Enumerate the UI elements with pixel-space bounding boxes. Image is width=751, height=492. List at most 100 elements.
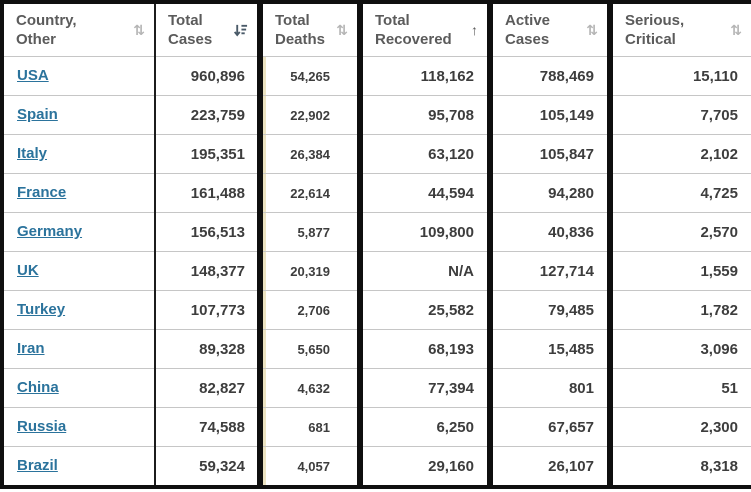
table-row: USA 960,896 54,265 118,162 788,469 15,11… (2, 56, 751, 96)
total-deaths-cell: 22,902 (257, 95, 360, 135)
active-cases-cell: 26,107 (487, 446, 610, 488)
total-cases-cell: 89,328 (154, 329, 260, 369)
column-label: Serious, Critical (625, 12, 685, 48)
table-row: China 82,827 4,632 77,394 801 51 (2, 368, 751, 408)
country-cell: Iran (2, 329, 155, 369)
sort-both-icon: ⇅ (586, 22, 598, 38)
table-row: Germany 156,513 5,877 109,800 40,836 2,5… (2, 212, 751, 252)
active-cases-cell: 105,149 (487, 95, 610, 135)
table-row: Brazil 59,324 4,057 29,160 26,107 8,318 (2, 446, 751, 488)
serious-critical-cell: 7,705 (607, 95, 751, 135)
sort-desc-icon (233, 23, 248, 38)
total-deaths-cell: 5,650 (257, 329, 360, 369)
serious-critical-cell: 1,782 (607, 290, 751, 330)
active-cases-cell: 94,280 (487, 173, 610, 213)
sort-up-icon: ↑ (471, 22, 478, 38)
country-link[interactable]: Germany (17, 223, 83, 240)
total-cases-cell: 148,377 (154, 251, 260, 291)
header-row: Country, Other ⇅ Total Cases (2, 2, 751, 57)
country-link[interactable]: Spain (17, 106, 58, 123)
active-cases-cell: 105,847 (487, 134, 610, 174)
active-cases-cell: 15,485 (487, 329, 610, 369)
total-recovered-cell: 118,162 (357, 56, 490, 96)
table-row: UK 148,377 20,319 N/A 127,714 1,559 (2, 251, 751, 291)
total-deaths-cell: 20,319 (257, 251, 360, 291)
total-recovered-cell: 29,160 (357, 446, 490, 488)
total-recovered-cell: 95,708 (357, 95, 490, 135)
active-cases-cell: 40,836 (487, 212, 610, 252)
table-row: Italy 195,351 26,384 63,120 105,847 2,10… (2, 134, 751, 174)
country-cell: Turkey (2, 290, 155, 330)
total-deaths-cell: 22,614 (257, 173, 360, 213)
country-link[interactable]: Italy (17, 145, 48, 162)
total-recovered-cell: 44,594 (357, 173, 490, 213)
sort-both-icon: ⇅ (336, 22, 348, 38)
column-label: Country, Other (16, 12, 77, 48)
country-cell: Italy (2, 134, 155, 174)
table-body: USA 960,896 54,265 118,162 788,469 15,11… (2, 56, 751, 488)
sort-both-icon: ⇅ (133, 22, 145, 38)
country-link[interactable]: Iran (17, 340, 45, 357)
table-row: Spain 223,759 22,902 95,708 105,149 7,70… (2, 95, 751, 135)
total-recovered-cell: 68,193 (357, 329, 490, 369)
sort-both-icon: ⇅ (730, 22, 742, 38)
active-cases-cell: 67,657 (487, 407, 610, 447)
country-cell: France (2, 173, 155, 213)
table-row: France 161,488 22,614 44,594 94,280 4,72… (2, 173, 751, 213)
country-link[interactable]: UK (17, 262, 39, 279)
country-cell: Germany (2, 212, 155, 252)
column-label: Total Recovered (375, 12, 452, 48)
total-recovered-cell: 77,394 (357, 368, 490, 408)
total-deaths-cell: 4,057 (257, 446, 360, 488)
serious-critical-cell: 1,559 (607, 251, 751, 291)
total-cases-cell: 156,513 (154, 212, 260, 252)
total-cases-cell: 107,773 (154, 290, 260, 330)
country-link[interactable]: France (17, 184, 67, 201)
column-header-total-recovered[interactable]: Total Recovered ↑ (357, 2, 490, 57)
country-cell: Spain (2, 95, 155, 135)
country-link[interactable]: China (17, 379, 59, 396)
serious-critical-cell: 2,102 (607, 134, 751, 174)
country-cell: Russia (2, 407, 155, 447)
total-cases-cell: 82,827 (154, 368, 260, 408)
country-link[interactable]: Turkey (17, 301, 66, 318)
total-deaths-cell: 2,706 (257, 290, 360, 330)
total-deaths-cell: 26,384 (257, 134, 360, 174)
country-cell: UK (2, 251, 155, 291)
column-header-active-cases[interactable]: Active Cases ⇅ (487, 2, 610, 57)
serious-critical-cell: 8,318 (607, 446, 751, 488)
table-row: Russia 74,588 681 6,250 67,657 2,300 (2, 407, 751, 447)
total-cases-cell: 74,588 (154, 407, 260, 447)
active-cases-cell: 127,714 (487, 251, 610, 291)
active-cases-cell: 801 (487, 368, 610, 408)
column-header-serious-critical[interactable]: Serious, Critical ⇅ (607, 2, 751, 57)
total-deaths-cell: 5,877 (257, 212, 360, 252)
table-header: Country, Other ⇅ Total Cases (2, 2, 751, 57)
serious-critical-cell: 2,300 (607, 407, 751, 447)
column-header-total-cases[interactable]: Total Cases (154, 2, 260, 57)
total-cases-cell: 960,896 (154, 56, 260, 96)
country-link[interactable]: USA (17, 67, 49, 84)
total-cases-cell: 59,324 (154, 446, 260, 488)
column-label: Total Cases (168, 12, 213, 48)
column-header-total-deaths[interactable]: Total Deaths ⇅ (257, 2, 360, 57)
total-recovered-cell: 25,582 (357, 290, 490, 330)
column-label: Total Deaths (275, 12, 326, 48)
total-cases-cell: 161,488 (154, 173, 260, 213)
serious-critical-cell: 15,110 (607, 56, 751, 96)
column-header-country[interactable]: Country, Other ⇅ (2, 2, 155, 57)
table-row: Iran 89,328 5,650 68,193 15,485 3,096 (2, 329, 751, 369)
country-link[interactable]: Russia (17, 418, 67, 435)
country-link[interactable]: Brazil (17, 457, 58, 474)
active-cases-cell: 79,485 (487, 290, 610, 330)
country-cell: Brazil (2, 446, 155, 488)
total-recovered-cell: N/A (357, 251, 490, 291)
column-label: Active Cases (505, 12, 551, 48)
serious-critical-cell: 4,725 (607, 173, 751, 213)
table-row: Turkey 107,773 2,706 25,582 79,485 1,782 (2, 290, 751, 330)
serious-critical-cell: 2,570 (607, 212, 751, 252)
total-cases-cell: 223,759 (154, 95, 260, 135)
total-cases-cell: 195,351 (154, 134, 260, 174)
